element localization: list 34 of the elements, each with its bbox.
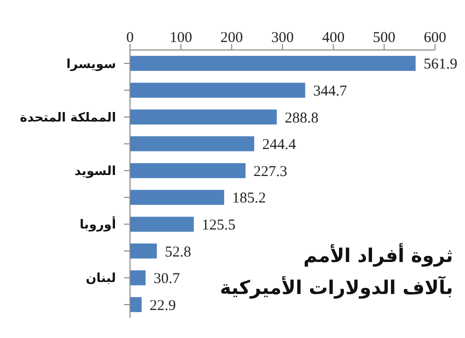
data-label: 227.3: [254, 164, 288, 180]
data-label: 244.4: [262, 137, 296, 154]
text: بآلاف الدولارات الأميركية: [220, 275, 453, 301]
data-label: 344.7: [313, 84, 348, 100]
text: ثروة أفراد الأمم: [302, 242, 453, 269]
data-label: 30.7: [154, 271, 180, 288]
data-label: 22.9: [150, 298, 176, 314]
bar: [130, 136, 254, 152]
x-tick-label: 300: [271, 30, 294, 46]
bar: [130, 297, 142, 312]
y-tick-label: السويد: [74, 163, 116, 180]
x-tick-label: 600: [424, 30, 446, 46]
bar: [130, 163, 246, 178]
bar: [130, 82, 306, 98]
data-label: 185.2: [232, 190, 266, 207]
y-tick-label: لبنان: [86, 270, 116, 286]
x-tick-label: 100: [170, 30, 192, 46]
y-tick-label: سويسرا: [66, 56, 116, 72]
data-label: 52.8: [164, 244, 192, 260]
bar: [130, 270, 146, 286]
bar: [130, 243, 157, 258]
x-tick-label: 400: [322, 30, 345, 46]
bar: [130, 190, 224, 205]
bar: [130, 216, 194, 232]
bar: [130, 56, 416, 71]
x-tick-label: 0: [126, 30, 134, 46]
data-label: 561.9: [424, 56, 458, 73]
bar: [130, 109, 277, 124]
y-tick-label: أوروبا: [80, 216, 116, 233]
data-label: 288.8: [284, 110, 319, 126]
x-tick-label: 500: [372, 30, 396, 46]
x-tick-label: 200: [220, 30, 243, 46]
data-label: 125.5: [202, 218, 236, 234]
y-tick-label: المملكة المتحدة: [20, 109, 116, 124]
